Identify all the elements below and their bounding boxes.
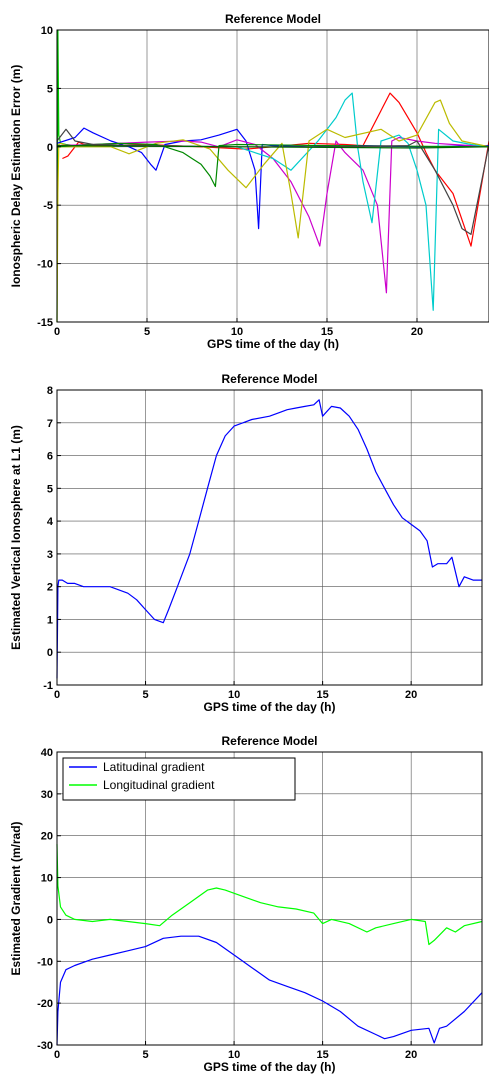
legend-entry: Longitudinal gradient [103, 778, 215, 792]
chart-title: Reference Model [221, 372, 317, 386]
y-tick-label: 2 [47, 582, 53, 594]
x-tick-label: 5 [144, 326, 150, 338]
y-tick-label: 10 [41, 873, 53, 885]
series-line-5 [56, 136, 489, 294]
y-axis-label: Estimated Gradient (m/rad) [9, 821, 23, 975]
x-tick-label: 15 [317, 689, 329, 701]
y-tick-label: 1 [47, 614, 53, 626]
y-tick-label: 6 [47, 451, 53, 463]
chart-title: Reference Model [225, 12, 321, 26]
y-tick-label: 7 [47, 418, 53, 430]
x-axis-label: GPS time of the day (h) [207, 337, 339, 351]
series-line-1 [56, 935, 483, 1046]
chart-1: 0 5 10 15 20 -15 -10 -5 0 5 10 Reference Model GPS t… [9, 12, 489, 351]
y-axis-label: Estimated Vertical Ionosphere at L1 (m) [9, 425, 23, 650]
series-line-2 [56, 844, 483, 946]
legend-entry: Latitudinal gradient [103, 760, 205, 774]
y-tick-label: 20 [41, 831, 53, 843]
chart-title: Reference Model [221, 734, 317, 748]
y-tick-label: -30 [37, 1040, 53, 1052]
y-tick-label: 10 [41, 25, 53, 37]
y-tick-label: -5 [43, 200, 53, 212]
y-tick-label: -10 [37, 259, 53, 271]
x-tick-label: 0 [54, 689, 60, 701]
x-tick-label: 20 [411, 326, 423, 338]
plot-frame [56, 389, 483, 686]
x-tick-label: 10 [228, 1049, 240, 1061]
x-tick-label: 15 [321, 326, 333, 338]
y-axis-label: Ionospheric Delay Estimation Error (m) [9, 65, 23, 288]
series-line-4 [56, 127, 489, 230]
series-line-1 [56, 399, 482, 679]
legend: Latitudinal gradient Longitudinal gradien… [62, 757, 296, 801]
x-tick-label: 15 [317, 1049, 329, 1061]
y-tick-label: 0 [47, 142, 53, 154]
y-tick-label: -1 [43, 680, 53, 692]
series-line-3 [62, 92, 489, 247]
x-tick-label: 10 [231, 326, 243, 338]
x-tick-label: 20 [405, 1049, 417, 1061]
y-tick-label: 40 [41, 747, 53, 759]
series-line-1 [56, 29, 76, 323]
chart-3: 0 5 10 15 20 -30 -20 -10 0 10 20 30 40 Reference Mode… [9, 734, 483, 1074]
x-axis-label: GPS time of the day (h) [203, 700, 335, 714]
x-tick-label: 5 [142, 1049, 148, 1061]
y-tick-label: -10 [37, 956, 53, 968]
x-tick-label: 0 [54, 326, 60, 338]
series-line-10 [56, 145, 489, 149]
x-tick-label: 20 [405, 689, 417, 701]
y-tick-label: 4 [47, 516, 54, 528]
y-tick-label: 8 [47, 385, 53, 397]
legend-box [62, 757, 296, 801]
series-line-8 [56, 142, 489, 188]
y-tick-label: 30 [41, 789, 53, 801]
y-tick-label: 0 [47, 647, 53, 659]
y-tick-label: 3 [47, 549, 53, 561]
plot-frame [56, 29, 489, 323]
series-line-6 [56, 92, 489, 311]
y-tick-label: -15 [37, 317, 53, 329]
series-line-2 [56, 142, 67, 323]
x-tick-label: 5 [142, 689, 148, 701]
y-tick-label: 5 [47, 83, 53, 95]
y-tick-label: -20 [37, 998, 53, 1010]
y-tick-label: 0 [47, 914, 53, 926]
series-line-7 [57, 99, 489, 239]
plot-frame [56, 751, 483, 1046]
x-tick-label: 0 [54, 1049, 60, 1061]
y-tick-label: 5 [47, 483, 53, 495]
x-axis-label: GPS time of the day (h) [203, 1060, 335, 1074]
series-line-9 [56, 128, 489, 235]
x-tick-label: 10 [228, 689, 240, 701]
